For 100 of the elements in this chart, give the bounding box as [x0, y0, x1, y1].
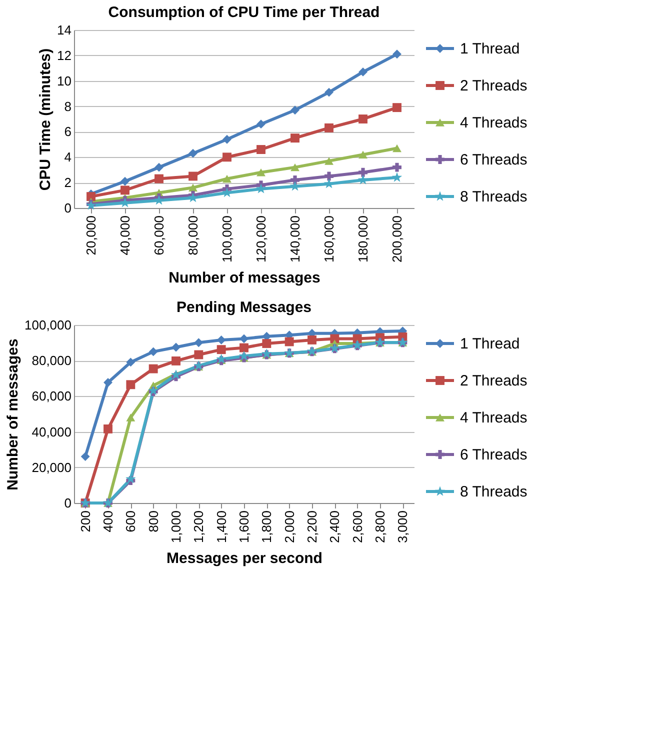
point: [222, 134, 232, 144]
x-tick-label: 200: [78, 510, 93, 532]
point: [324, 123, 334, 132]
y-axis-title: Number of messages: [4, 338, 22, 490]
x-tick-label: 800: [146, 510, 161, 532]
x-axis-title: Number of messages: [168, 269, 320, 286]
y-tick-label: 20,000: [32, 460, 72, 475]
point: [290, 163, 300, 172]
x-tick-label: 2,800: [372, 510, 388, 544]
point: [358, 114, 368, 124]
point: [154, 174, 164, 184]
point: [104, 424, 112, 434]
point: [188, 172, 198, 181]
y-tick-label: 80,000: [32, 353, 72, 368]
y-axis-title: CPU Time (minutes): [37, 48, 54, 191]
x-tick-label: 1,600: [236, 510, 252, 544]
point: [256, 145, 266, 154]
y-tick-label: 40,000: [32, 424, 72, 440]
point: [120, 186, 130, 195]
point: [324, 172, 334, 181]
point: [324, 88, 334, 97]
y-tick-label: 0: [64, 200, 72, 216]
point: [126, 380, 136, 390]
x-tick-label: 2,400: [327, 510, 342, 544]
point: [324, 157, 334, 165]
x-tick-label: 200,000: [390, 216, 404, 262]
point: [290, 176, 300, 184]
point: [188, 192, 198, 202]
x-tick-label: 80,000: [186, 216, 200, 256]
point: [222, 152, 232, 162]
point: [392, 144, 402, 152]
x-tick-label: 40,000: [118, 216, 132, 256]
point: [216, 354, 226, 364]
x-tick-label: 3,000: [395, 510, 410, 544]
y-tick-label: 6: [64, 124, 72, 140]
y-tick-label: 14: [57, 22, 72, 38]
point: [80, 452, 90, 462]
point: [240, 343, 248, 352]
point: [126, 474, 136, 484]
y-tick-label: 100,000: [24, 318, 72, 332]
point: [392, 162, 402, 172]
x-tick-label: 2,200: [304, 510, 320, 544]
point: [148, 347, 158, 356]
point: [290, 134, 300, 143]
legend-label: 8 Threads: [460, 484, 528, 500]
point: [216, 345, 226, 354]
point: [358, 174, 368, 184]
point: [104, 378, 112, 387]
x-tick-label: 100,000: [220, 216, 234, 262]
point: [358, 67, 368, 76]
point: [120, 176, 130, 186]
point: [262, 339, 272, 348]
legend-label: 4 Threads: [460, 114, 528, 132]
point: [188, 184, 198, 192]
point: [216, 335, 226, 344]
y-tick-label: 12: [57, 48, 72, 63]
legend-label: 1 Thread: [460, 336, 520, 352]
point: [222, 174, 232, 183]
x-tick-label: 600: [123, 510, 138, 532]
legend-label: 1 Thread: [460, 40, 520, 58]
x-tick-label: 2,600: [350, 510, 365, 544]
x-tick-label: 60,000: [152, 216, 166, 256]
point: [240, 334, 248, 344]
point: [126, 358, 136, 367]
point: [358, 168, 368, 177]
y-tick-label: 8: [64, 98, 72, 114]
x-tick-label: 1,800: [259, 510, 274, 544]
point: [194, 350, 204, 360]
point: [148, 364, 158, 374]
x-tick-label: 1,400: [214, 510, 229, 544]
x-tick-label: 2,000: [282, 510, 297, 544]
point: [392, 103, 402, 112]
chart-title: Pending Messages: [176, 299, 312, 316]
legend-label: 2 Threads: [460, 78, 528, 94]
point: [330, 334, 340, 344]
point: [172, 356, 180, 366]
y-tick-label: 10: [57, 73, 72, 88]
x-axis-title: Messages per second: [166, 550, 322, 568]
legend-label: 6 Threads: [460, 446, 528, 464]
x-tick-label: 1,000: [168, 510, 184, 544]
y-tick-label: 0: [64, 496, 72, 510]
point: [188, 148, 198, 158]
point: [154, 162, 164, 172]
x-tick-label: 1,200: [191, 510, 206, 544]
point: [238, 350, 250, 360]
point: [392, 50, 402, 59]
point: [256, 168, 266, 176]
y-tick-label: 60,000: [32, 388, 72, 404]
legend-label: 8 Threads: [460, 188, 528, 206]
point: [290, 106, 300, 115]
point: [358, 150, 368, 158]
x-tick-label: 160,000: [322, 216, 336, 262]
point: [308, 335, 316, 344]
y-tick-label: 2: [64, 175, 72, 190]
point: [120, 198, 130, 208]
point: [126, 414, 136, 422]
x-tick-label: 180,000: [356, 216, 370, 262]
point: [172, 342, 180, 352]
legend-label: 2 Threads: [460, 372, 528, 390]
point: [290, 181, 300, 191]
